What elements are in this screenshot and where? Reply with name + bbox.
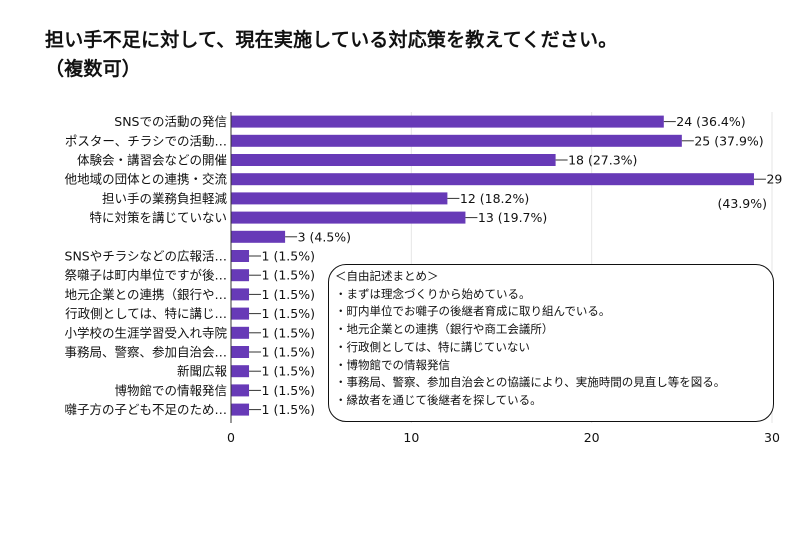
data-label: 1 (1.5%): [262, 268, 315, 283]
x-tick-label: 20: [584, 430, 600, 445]
data-label: 1 (1.5%): [262, 364, 315, 379]
category-label: SNSでの活動の発信: [114, 114, 227, 129]
chart-title: 担い手不足に対して、現在実施している対応策を教えてください。 （複数可）: [45, 26, 775, 84]
chart-title-line1: 担い手不足に対して、現在実施している対応策を教えてください。: [45, 29, 618, 51]
bar: [231, 115, 664, 128]
data-label: 29: [766, 172, 782, 187]
category-label: 体験会・講習会などの開催: [77, 153, 227, 168]
summary-item: ・行政側としては、特に講じていない: [335, 339, 530, 354]
bar: [231, 365, 250, 378]
bar: [231, 134, 682, 147]
category-label: ポスター、チラシでの活動…: [65, 133, 227, 148]
data-label: 12 (18.2%): [460, 191, 529, 206]
x-tick-label: 10: [403, 430, 419, 445]
category-label: 小学校の生涯学習受入れ寺院: [64, 325, 227, 340]
summary-heading: ＜自由記述まとめ＞: [335, 269, 439, 283]
data-label-percent: (43.9%): [718, 196, 767, 211]
summary-item: ・まずは理念づくりから始めている。: [335, 286, 531, 301]
category-label: 特に対策を講じていない: [89, 210, 227, 225]
data-label: 1 (1.5%): [262, 402, 315, 417]
free-text-summary-box: ＜自由記述まとめ＞ ・まずは理念づくりから始めている。 ・町内単位でお囃子の後継…: [328, 264, 774, 422]
x-tick-label: 0: [227, 430, 235, 445]
bar: [231, 173, 754, 186]
bar: [231, 403, 250, 416]
bar: [231, 211, 466, 224]
data-label: 24 (36.4%): [676, 114, 745, 129]
chart-title-line2: （複数可）: [45, 58, 142, 80]
category-label: 新聞広報: [177, 364, 228, 379]
bar: [231, 154, 556, 166]
category-label: 祭囃子は町内単位ですが後…: [64, 268, 227, 283]
category-label: 行政側としては、特に講じ…: [65, 306, 227, 321]
data-label: 1 (1.5%): [262, 287, 315, 302]
data-label: 1 (1.5%): [262, 325, 315, 340]
bar: [231, 307, 250, 320]
summary-item: ・地元企業との連携（銀行や商工会議所）: [335, 322, 554, 337]
data-label: 18 (27.3%): [568, 153, 637, 168]
bar: [231, 250, 250, 262]
category-label: 他地域の団体との連携・交流: [65, 172, 228, 187]
category-label: 事務局、警察、参加自治会…: [64, 345, 227, 360]
bar: [231, 326, 250, 339]
bar: [231, 288, 250, 301]
bar: [231, 230, 286, 243]
data-label: 1 (1.5%): [262, 383, 315, 398]
data-label: 1 (1.5%): [262, 345, 315, 360]
category-label: 地元企業との連携（銀行や…: [65, 287, 227, 302]
data-label: 1 (1.5%): [262, 306, 315, 321]
summary-item: ・事務局、警察、参加自治会との協議により、実施時間の見直し等を図る。: [335, 375, 726, 390]
category-label: 囃子方の子ども不足のため…: [64, 402, 227, 417]
summary-item: ・町内単位でお囃子の後継者育成に取り組んでいる。: [335, 304, 611, 319]
data-label: 1 (1.5%): [262, 249, 315, 264]
summary-item: ・縁故者を通じて後継者を探している。: [335, 392, 542, 407]
bar: [231, 346, 250, 358]
data-label: 3 (4.5%): [298, 229, 351, 244]
bar: [231, 384, 250, 397]
category-label: 博物館での情報発信: [114, 383, 227, 398]
x-tick-label: 30: [764, 430, 780, 445]
summary-item: ・博物館での情報発信: [335, 357, 450, 372]
data-label: 13 (19.7%): [478, 210, 547, 225]
bar: [231, 192, 448, 205]
category-label: SNSやチラシなどの広報活…: [65, 249, 227, 264]
data-label: 25 (37.9%): [694, 133, 763, 148]
category-label: 担い手の業務負担軽減: [102, 191, 228, 206]
bar: [231, 269, 250, 282]
